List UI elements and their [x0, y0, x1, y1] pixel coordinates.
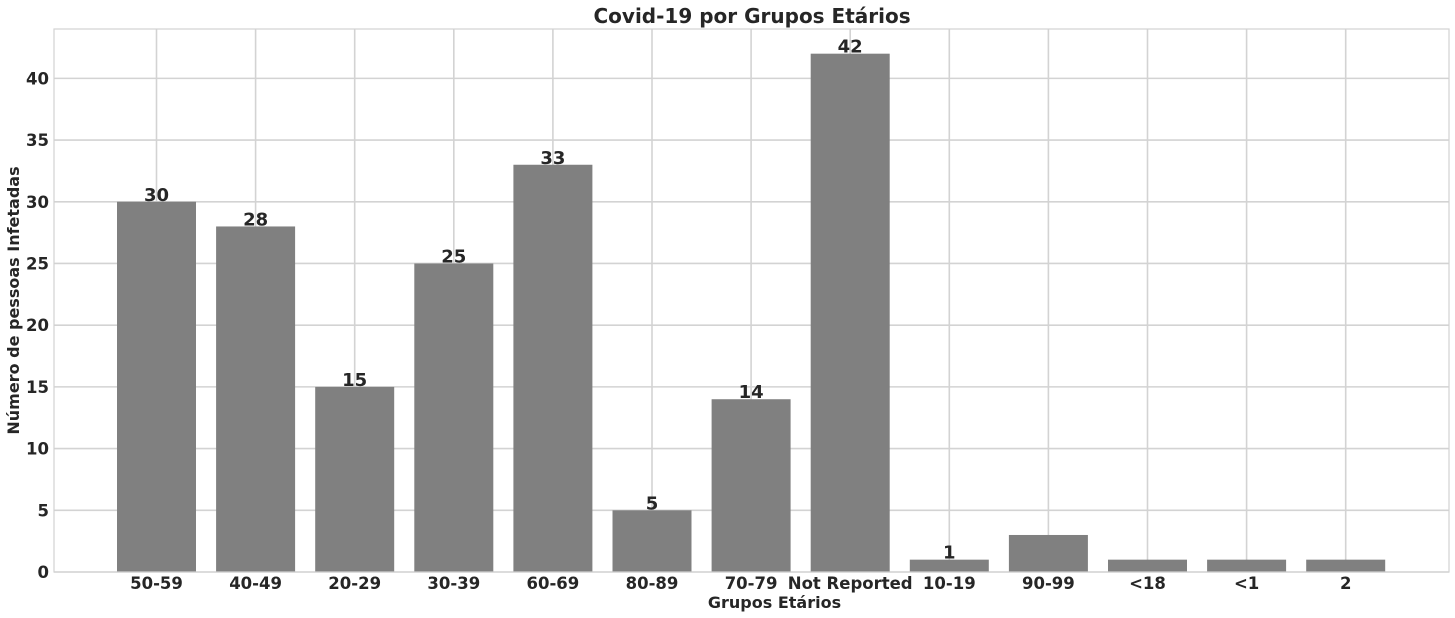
bar: [117, 201, 196, 573]
bar: [315, 386, 395, 572]
bar: [612, 510, 692, 572]
data-label: 5: [646, 493, 659, 514]
x-tick-label: 60-69: [527, 574, 580, 593]
data-label: 42: [838, 37, 863, 58]
data-label: 28: [243, 209, 268, 230]
x-tick-label: 50-59: [130, 574, 183, 593]
bar: [711, 399, 791, 572]
data-labels: 30 28 15 25 33 5 14 42 1: [144, 37, 956, 564]
x-tick-label: 10-19: [923, 574, 976, 593]
y-tick-labels: 0 5 10 15 20 25 30 35 40: [26, 69, 49, 582]
plot-frame: [53, 28, 1450, 573]
bar: [1008, 534, 1088, 572]
data-label: 15: [342, 370, 367, 391]
chart-title: Covid-19 por Grupos Etários: [593, 4, 911, 28]
bar: [810, 53, 890, 572]
bars: [117, 53, 1386, 573]
x-axis-label: Grupos Etários: [708, 593, 841, 612]
bar: [216, 226, 296, 573]
y-tick-label: 5: [38, 501, 49, 520]
y-axis-label: Número de pessoas Infetadas: [4, 166, 23, 434]
x-tick-label: 30-39: [427, 574, 480, 593]
data-label: 33: [540, 148, 565, 169]
bar: [414, 263, 494, 572]
data-label: 1: [943, 543, 956, 564]
data-label: 25: [441, 246, 466, 267]
y-tick-label: 10: [26, 440, 49, 459]
y-tick-label: 20: [26, 316, 49, 335]
x-tick-label: 90-99: [1022, 574, 1075, 593]
x-tick-labels: 50-59 40-49 20-29 30-39 60-69 80-89 70-79 Not R…: [130, 574, 1351, 593]
y-tick-label: 0: [38, 563, 49, 582]
data-label: 30: [144, 185, 169, 206]
x-tick-label: 40-49: [229, 574, 282, 593]
x-tick-label: 80-89: [626, 574, 679, 593]
y-tick-label: 30: [26, 193, 49, 212]
bar: [513, 164, 593, 572]
x-tick-label: <18: [1129, 574, 1166, 593]
x-tick-label: <1: [1234, 574, 1259, 593]
y-tick-label: 25: [26, 254, 49, 273]
x-tick-label: 70-79: [725, 574, 778, 593]
y-tick-label: 15: [26, 378, 49, 397]
bar: [909, 559, 989, 572]
y-tick-label: 35: [26, 131, 49, 150]
y-tick-label: 40: [26, 69, 49, 88]
bar: [1207, 559, 1287, 572]
x-tick-label: 20-29: [328, 574, 381, 593]
x-tick-label: Not Reported: [788, 574, 913, 593]
bar: [1306, 559, 1386, 572]
data-label: 14: [739, 382, 764, 403]
x-tick-label: 2: [1340, 574, 1351, 593]
bar: [1108, 559, 1187, 572]
